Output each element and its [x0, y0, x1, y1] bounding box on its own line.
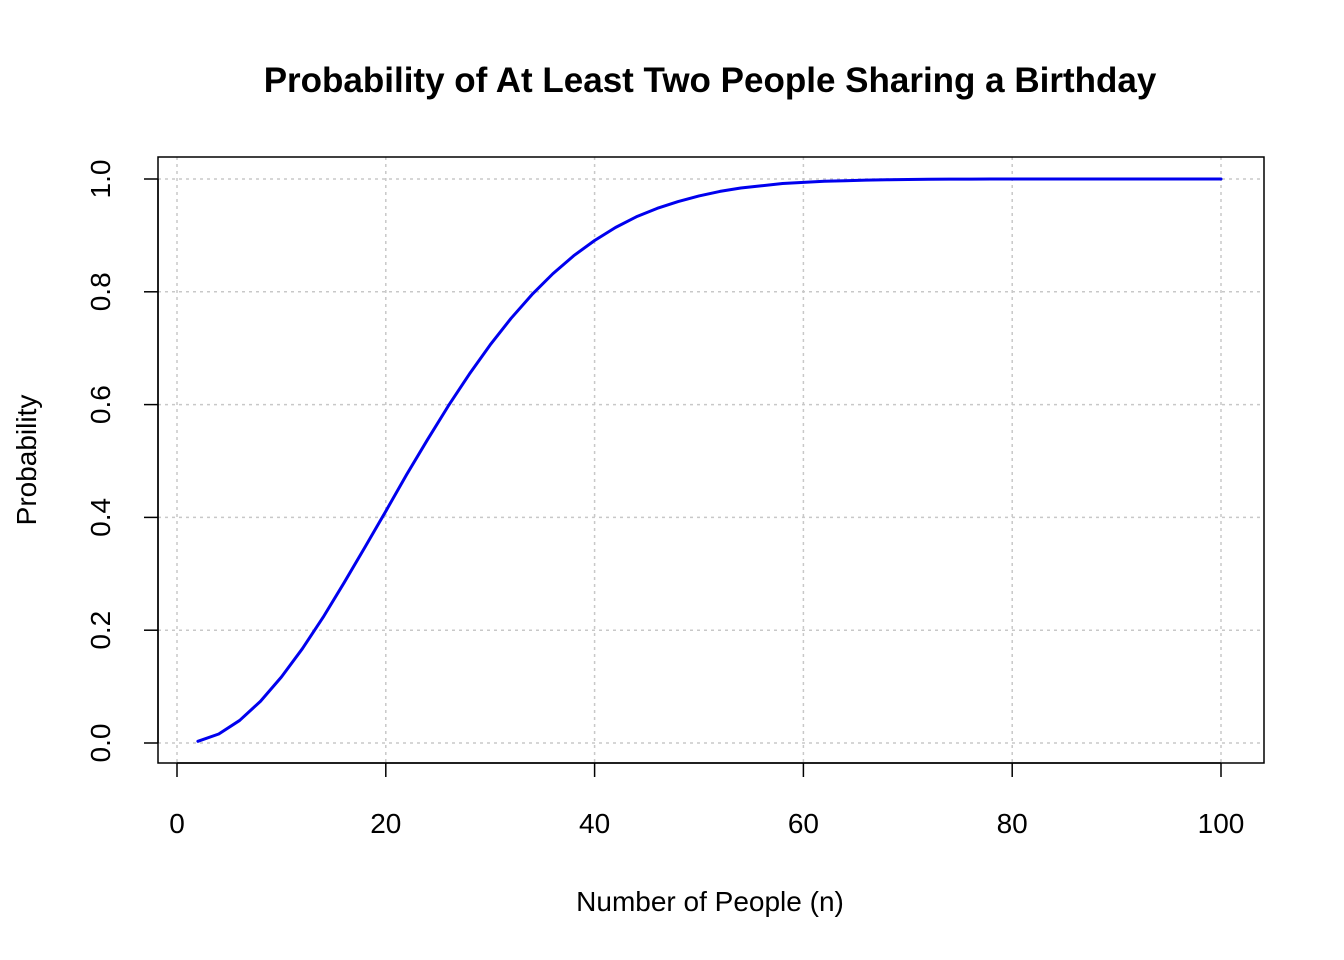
x-tick-label-3: 60	[788, 808, 819, 839]
plot-area-frame	[157, 156, 1265, 764]
y-tick-label-1: 0.2	[85, 611, 116, 650]
y-tick-label-3: 0.6	[85, 385, 116, 424]
x-tick-label-4: 80	[997, 808, 1028, 839]
grid-lines	[158, 157, 1264, 763]
chart-title: Probability of At Least Two People Shari…	[264, 61, 1157, 100]
y-tick-label-0: 0.0	[85, 724, 116, 763]
y-axis-label: Probability	[11, 395, 42, 526]
x-tick-label-1: 20	[370, 808, 401, 839]
y-tick-label-2: 0.4	[85, 498, 116, 537]
x-tick-label-5: 100	[1198, 808, 1245, 839]
x-tick-label-2: 40	[579, 808, 610, 839]
probability-series-line	[196, 177, 1223, 743]
y-tick-label-5: 1.0	[85, 160, 116, 199]
y-tick-label-4: 0.8	[85, 272, 116, 311]
x-axis: 0 20 40 60 80 100	[169, 762, 1245, 839]
y-axis: 0.0 0.2 0.4 0.6 0.8 1.0	[85, 160, 159, 763]
x-axis-label: Number of People (n)	[576, 886, 844, 917]
x-tick-label-0: 0	[169, 808, 185, 839]
